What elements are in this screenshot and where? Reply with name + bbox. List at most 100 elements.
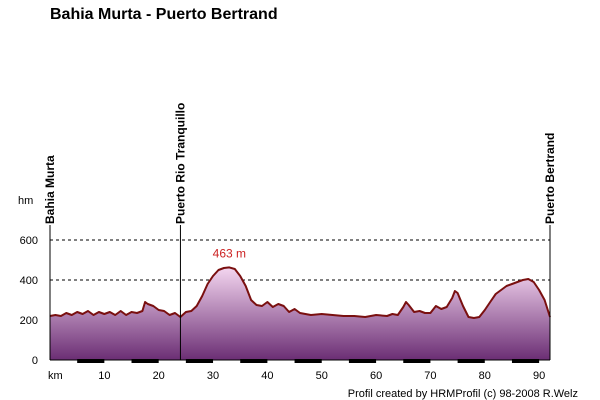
elevation-point	[190, 310, 192, 312]
elevation-point	[544, 299, 546, 301]
elevation-point	[283, 305, 285, 307]
distance-scale-segment	[457, 359, 485, 363]
elevation-point	[391, 313, 393, 315]
peak-elevation-label: 463 m	[213, 246, 246, 260]
elevation-point	[304, 313, 306, 315]
elevation-point	[228, 266, 230, 268]
elevation-point	[212, 275, 214, 277]
elevation-point	[92, 314, 95, 316]
place-label: Puerto Rio Tranquillo	[173, 103, 187, 224]
elevation-point	[65, 312, 67, 314]
elevation-point	[386, 315, 388, 317]
distance-scale-segment	[348, 359, 377, 363]
x-tick-label: 50	[316, 370, 328, 382]
elevation-point	[125, 314, 127, 316]
elevation-point	[419, 310, 421, 312]
elevation-point	[321, 313, 323, 315]
elevation-point	[71, 314, 73, 316]
elevation-point	[511, 283, 513, 285]
x-tick-label: 70	[424, 370, 436, 382]
elevation-point	[527, 278, 529, 280]
elevation-point	[103, 313, 105, 315]
elevation-point	[54, 314, 57, 316]
elevation-point	[136, 312, 138, 314]
elevation-point	[454, 290, 456, 292]
elevation-point	[60, 315, 62, 317]
x-tick-label: 80	[479, 370, 491, 382]
y-tick-label: 600	[20, 235, 38, 247]
elevation-point	[505, 285, 508, 287]
y-tick-label: 200	[20, 315, 38, 327]
elevation-point	[109, 311, 111, 313]
elevation-point	[250, 299, 252, 301]
elevation-point	[451, 297, 453, 299]
distance-scale-segment	[240, 359, 268, 363]
elevation-point	[353, 315, 355, 317]
place-label: Bahia Murta	[43, 155, 57, 224]
x-tick-label: 60	[370, 370, 382, 382]
elevation-point	[299, 312, 301, 314]
elevation-point	[158, 309, 160, 311]
elevation-point	[467, 316, 470, 318]
elevation-point	[405, 301, 407, 303]
elevation-point	[310, 314, 312, 316]
elevation-point	[424, 312, 426, 314]
y-axis-label: hm	[18, 195, 33, 207]
elevation-area	[49, 266, 551, 360]
distance-scale-segment	[131, 359, 159, 363]
elevation-point	[397, 314, 399, 316]
x-tick-label: 40	[261, 370, 273, 382]
credit-text: Profil created by HRMProfil (c) 98-2008 …	[348, 388, 578, 400]
elevation-point	[435, 305, 437, 307]
x-tick-label: 20	[153, 370, 165, 382]
elevation-point	[196, 305, 198, 307]
x-tick-label: 10	[98, 370, 110, 382]
elevation-point	[533, 281, 535, 283]
distance-scale-segment	[511, 359, 540, 363]
x-tick-label: 90	[533, 370, 545, 382]
elevation-point	[408, 304, 410, 306]
elevation-point	[489, 301, 491, 303]
elevation-point	[294, 308, 296, 310]
elevation-point	[217, 269, 220, 271]
place-markers: Bahia Murta Puerto Rio Tranquillo Puerto B…	[43, 103, 557, 360]
elevation-point	[288, 311, 290, 313]
elevation-point	[87, 310, 89, 312]
elevation-point	[484, 309, 486, 311]
elevation-point	[446, 306, 448, 308]
elevation-point	[201, 295, 203, 297]
elevation-point	[141, 310, 143, 312]
x-axis-label: km	[48, 370, 63, 382]
chart-title: Bahia Murta - Puerto Bertrand	[50, 6, 278, 23]
elevation-point	[82, 313, 84, 315]
grid-lines	[50, 239, 550, 321]
distance-scale-segment	[403, 359, 431, 363]
elevation-point	[500, 289, 502, 291]
elevation-point	[272, 306, 274, 308]
y-tick-label: 400	[20, 275, 38, 287]
elevation-point	[440, 308, 442, 310]
place-label: Puerto Bertrand	[543, 133, 557, 224]
elevation-point	[364, 316, 366, 318]
elevation-point	[239, 275, 241, 277]
elevation-point	[342, 315, 345, 317]
elevation-point	[144, 301, 146, 303]
elevation-point	[147, 303, 149, 305]
elevation-point	[266, 301, 268, 303]
elevation-point	[130, 311, 133, 313]
elevation-point	[516, 281, 519, 283]
elevation-point	[429, 312, 431, 314]
elevation-point	[478, 316, 480, 318]
distance-scale-segment	[294, 359, 322, 363]
elevation-point	[114, 314, 116, 316]
elevation-point	[223, 267, 225, 269]
elevation-point	[174, 312, 176, 314]
elevation-point	[185, 311, 187, 313]
distance-scale-segment	[77, 359, 105, 363]
elevation-point	[98, 311, 100, 313]
elevation-point	[375, 314, 377, 316]
elevation-point	[261, 305, 263, 307]
elevation-point	[402, 306, 404, 308]
distance-scale-segment	[185, 359, 214, 363]
